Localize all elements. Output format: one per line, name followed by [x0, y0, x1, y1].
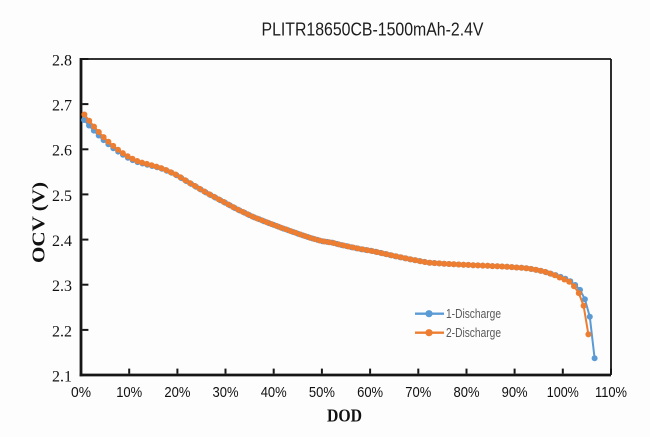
svg-text:2.6: 2.6 [52, 143, 72, 160]
svg-text:20%: 20% [164, 384, 190, 401]
svg-text:2-Discharge: 2-Discharge [446, 326, 501, 340]
svg-text:0%: 0% [71, 384, 91, 401]
svg-text:2.7: 2.7 [52, 98, 72, 115]
svg-text:40%: 40% [261, 384, 287, 401]
svg-text:30%: 30% [213, 384, 239, 401]
svg-text:2.5: 2.5 [52, 188, 72, 205]
svg-text:DOD: DOD [327, 406, 362, 426]
svg-text:1-Discharge: 1-Discharge [446, 307, 501, 321]
svg-text:110%: 110% [595, 384, 627, 401]
svg-text:10%: 10% [116, 384, 142, 401]
svg-text:2.3: 2.3 [52, 278, 72, 295]
svg-text:70%: 70% [405, 384, 431, 401]
svg-text:OCV (V): OCV (V) [29, 182, 50, 263]
svg-text:100%: 100% [547, 384, 579, 401]
svg-text:2.1: 2.1 [52, 368, 72, 385]
svg-text:2.2: 2.2 [52, 323, 72, 340]
svg-text:2.8: 2.8 [52, 52, 72, 69]
svg-text:90%: 90% [502, 384, 528, 401]
svg-text:PLITR18650CB-1500mAh-2.4V: PLITR18650CB-1500mAh-2.4V [262, 19, 484, 39]
svg-text:60%: 60% [357, 384, 383, 401]
svg-text:2.4: 2.4 [52, 233, 72, 250]
svg-text:50%: 50% [309, 384, 335, 401]
svg-text:80%: 80% [454, 384, 480, 401]
